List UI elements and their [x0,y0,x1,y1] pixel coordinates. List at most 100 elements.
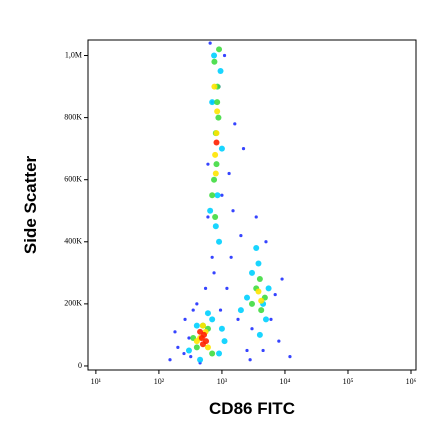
data-point [199,341,206,348]
data-point [221,338,228,345]
data-point [185,347,192,354]
x-tick-label: 10⁵ [343,377,354,386]
data-point [218,308,223,312]
data-point [212,223,219,230]
data-point [249,269,255,276]
data-point [254,215,258,219]
data-point [176,345,180,349]
data-point [207,207,214,214]
data-point [216,238,223,245]
data-point [209,99,216,106]
data-point [213,161,220,168]
data-point [183,317,187,321]
data-point [220,193,224,197]
data-point [217,68,224,75]
x-tick-label: 10⁴ [280,377,291,386]
data-point [261,348,265,353]
data-point [173,330,177,334]
data-point [182,351,186,356]
data-point [256,331,263,338]
data-point [214,99,221,106]
data-point [262,316,269,323]
x-tick-label: 10¹ [91,377,102,386]
data-point [197,356,204,363]
data-point [241,147,246,151]
data-point [210,255,214,259]
data-point [213,130,220,137]
data-point [212,213,219,220]
data-point [216,46,223,53]
data-point [236,317,240,321]
x-tick-label: 10² [154,377,165,386]
data-point [206,215,210,219]
data-point [191,308,195,312]
data-point [209,192,216,199]
x-tick-label: 10³ [217,377,228,386]
data-point [245,348,249,353]
data-point [208,41,212,45]
data-point [244,294,251,301]
data-point [280,277,284,281]
data-point [204,310,211,317]
data-point [239,233,243,238]
data-point [255,288,262,295]
data-point [216,350,223,357]
data-point [265,285,272,292]
data-point [214,192,221,199]
data-point [250,327,254,331]
data-point [212,151,219,158]
data-point [264,240,268,244]
data-point [253,244,260,251]
data-point [231,209,235,213]
data-point [187,336,191,340]
data-point [212,170,219,177]
y-tick-label: 800K [64,112,82,121]
data-point [211,176,218,183]
y-tick-label: 1,0M [65,50,82,59]
data-point [206,162,210,166]
data-point [211,58,218,65]
data-point [193,344,200,351]
data-point [195,302,199,306]
data-point [204,344,211,351]
data-point [269,317,273,321]
data-point [222,53,227,58]
data-point [212,271,216,275]
data-point [249,300,255,307]
y-tick-label: 0 [78,361,82,370]
data-point [277,339,281,343]
data-point [229,255,233,259]
data-point [197,328,204,335]
data-point [255,260,262,267]
data-point [211,52,218,59]
data-point [233,122,237,126]
data-point [193,322,200,329]
data-point [258,307,265,314]
plot-frame [87,39,417,371]
data-point [209,350,216,357]
y-tick-label: 400K [64,237,82,246]
data-point [189,355,193,359]
data-point [256,276,263,283]
data-point [288,355,292,359]
data-point [215,114,222,121]
data-point [218,325,225,332]
data-point [209,316,216,323]
data-point [199,322,206,329]
data-point [225,286,229,290]
y-tick-label: 600K [64,175,82,184]
data-point [218,145,225,152]
data-point [211,83,218,90]
x-axis-title: CD86 FITC [209,399,295,418]
data-point [213,139,220,146]
y-axis-title: Side Scatter [21,155,40,254]
data-point [248,358,252,362]
data-point [193,338,200,345]
data-point [168,358,172,362]
data-point [214,108,221,115]
x-tick-label: 10⁶ [406,377,417,386]
data-point [273,292,277,297]
data-point [258,297,265,304]
y-tick-label: 200K [64,299,82,308]
